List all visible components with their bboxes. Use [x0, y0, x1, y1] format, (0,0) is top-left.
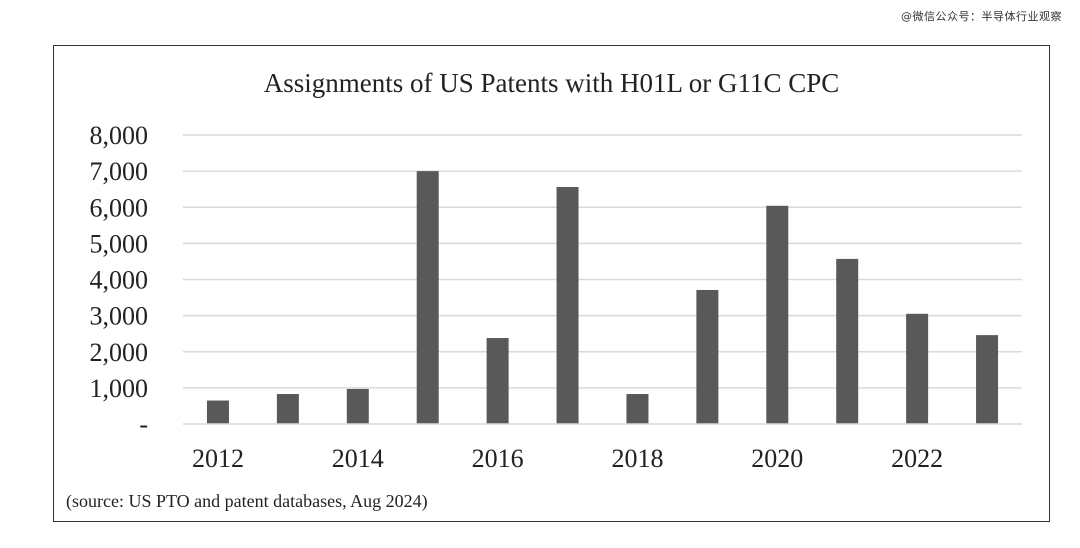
y-tick-label: 2,000 — [90, 338, 149, 367]
bar-2013 — [276, 394, 299, 424]
bar-chart: - 1,000 2,000 3,000 4,000 5,000 6,000 7,000 8,00… — [90, 121, 1022, 473]
x-tick-label: 2012 — [192, 444, 244, 473]
source-note: (source: US PTO and patent databases, Au… — [66, 491, 428, 511]
y-axis-ticks: - 1,000 2,000 3,000 4,000 5,000 6,000 7,000 8,00… — [90, 121, 149, 439]
x-tick-label: 2018 — [611, 444, 663, 473]
y-tick-label: - — [139, 410, 148, 439]
bar-2023 — [976, 335, 999, 424]
x-tick-label: 2014 — [332, 444, 384, 473]
bar-2017 — [556, 187, 579, 424]
chart-title: Assignments of US Patents with H01L or G… — [263, 68, 840, 98]
x-axis-ticks: 2012 2014 2016 2018 2020 2022 — [192, 444, 943, 473]
y-tick-label: 1,000 — [90, 374, 149, 403]
bar-2020 — [766, 205, 789, 424]
y-tick-label: 8,000 — [90, 121, 149, 150]
y-tick-label: 4,000 — [90, 266, 149, 295]
x-tick-label: 2020 — [751, 444, 803, 473]
watermark-text: @微信公众号：半导体行业观察 — [901, 10, 1062, 23]
bars — [206, 171, 999, 424]
y-tick-label: 7,000 — [90, 157, 149, 186]
bar-2021 — [836, 258, 859, 424]
bar-2022 — [906, 313, 929, 424]
y-tick-label: 3,000 — [90, 302, 149, 331]
bar-2016 — [486, 338, 509, 424]
bar-2019 — [696, 289, 719, 424]
x-tick-label: 2016 — [472, 444, 524, 473]
y-tick-label: 5,000 — [90, 229, 149, 258]
gridlines — [183, 134, 1022, 389]
x-tick-label: 2022 — [891, 444, 943, 473]
y-tick-label: 6,000 — [90, 193, 149, 222]
bar-2015 — [416, 171, 439, 424]
chart-frame: Assignments of US Patents with H01L or G… — [53, 45, 1050, 522]
bar-2018 — [626, 394, 649, 424]
bar-2014 — [346, 388, 369, 424]
bar-2012 — [206, 400, 229, 424]
